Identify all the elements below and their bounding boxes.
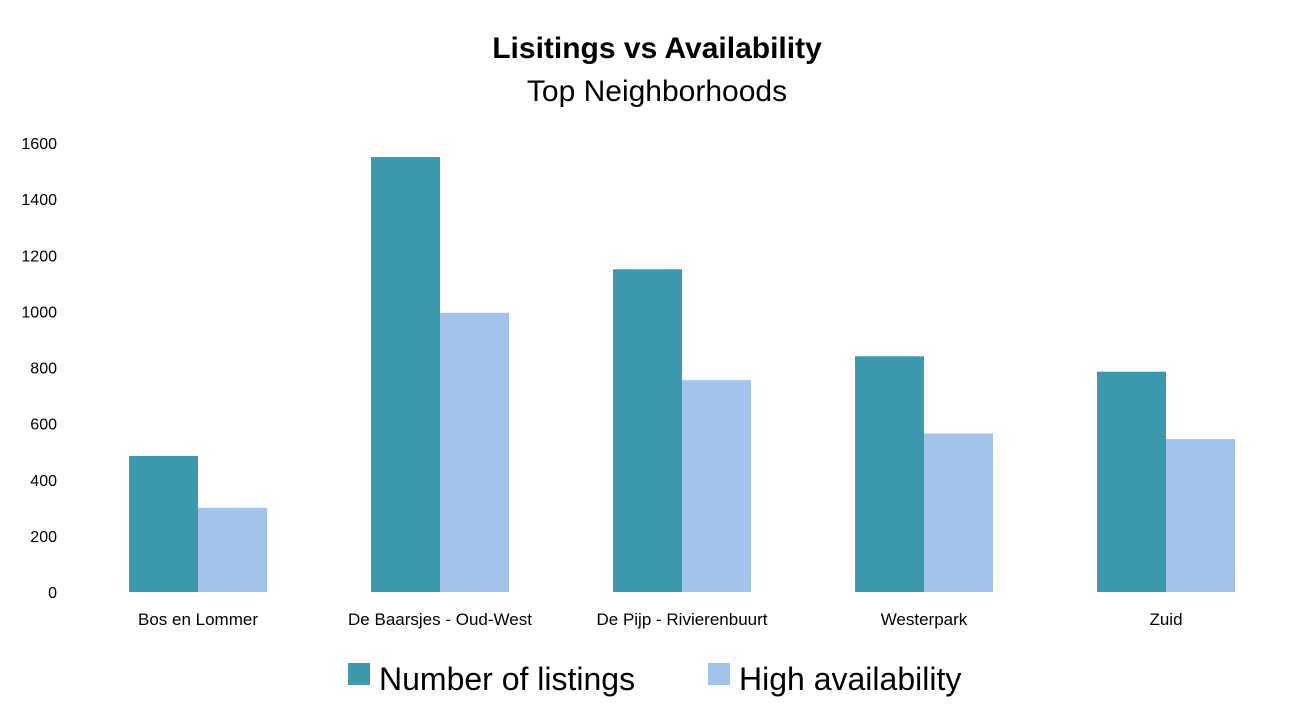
bar-availability	[682, 380, 751, 592]
x-tick-label: Westerpark	[881, 610, 968, 629]
legend-swatch	[708, 663, 730, 685]
y-tick-label: 400	[30, 473, 57, 490]
bar-availability	[924, 433, 993, 592]
chart-subtitle: Top Neighborhoods	[527, 75, 787, 108]
legend: Number of listings High availability	[348, 661, 961, 697]
x-axis: Bos en Lommer De Baarsjes - Oud-West De Pi…	[138, 610, 1183, 629]
x-tick-label: Bos en Lommer	[138, 610, 258, 629]
y-tick-label: 1400	[21, 192, 57, 209]
y-tick-label: 0	[48, 585, 57, 602]
y-tick-label: 1200	[21, 248, 57, 265]
bar-availability	[440, 312, 509, 592]
x-tick-label: Zuid	[1149, 610, 1182, 629]
bar-listings	[129, 455, 198, 592]
bar-availability	[1166, 439, 1235, 592]
x-tick-label: De Pijp - Rivierenbuurt	[596, 610, 767, 629]
y-tick-label: 800	[30, 361, 57, 378]
bar-listings	[855, 356, 924, 592]
y-tick-label: 600	[30, 417, 57, 434]
bar-availability	[198, 507, 267, 592]
y-tick-label: 1600	[21, 136, 57, 153]
bars	[129, 157, 1235, 592]
bar-listings	[1097, 371, 1166, 592]
y-tick-label: 1000	[21, 304, 57, 321]
bar-listings	[613, 269, 682, 592]
chart-title: Lisitings vs Availability	[492, 32, 822, 65]
y-axis: 0 200 400 600 800 1000 1200 1400 1600	[21, 136, 57, 602]
bar-listings	[371, 157, 440, 592]
legend-label: Number of listings	[379, 661, 635, 697]
y-tick-label: 200	[30, 529, 57, 546]
x-tick-label: De Baarsjes - Oud-West	[348, 610, 532, 629]
legend-label: High availability	[739, 661, 961, 697]
legend-swatch	[348, 663, 370, 685]
